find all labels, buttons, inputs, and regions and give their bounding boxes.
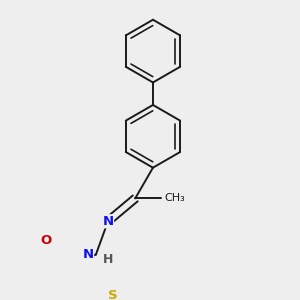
Text: N: N — [102, 215, 114, 228]
Text: O: O — [40, 235, 52, 248]
Text: N: N — [82, 248, 94, 261]
Text: S: S — [108, 290, 118, 300]
Text: CH₃: CH₃ — [165, 194, 185, 203]
Text: H: H — [103, 253, 113, 266]
